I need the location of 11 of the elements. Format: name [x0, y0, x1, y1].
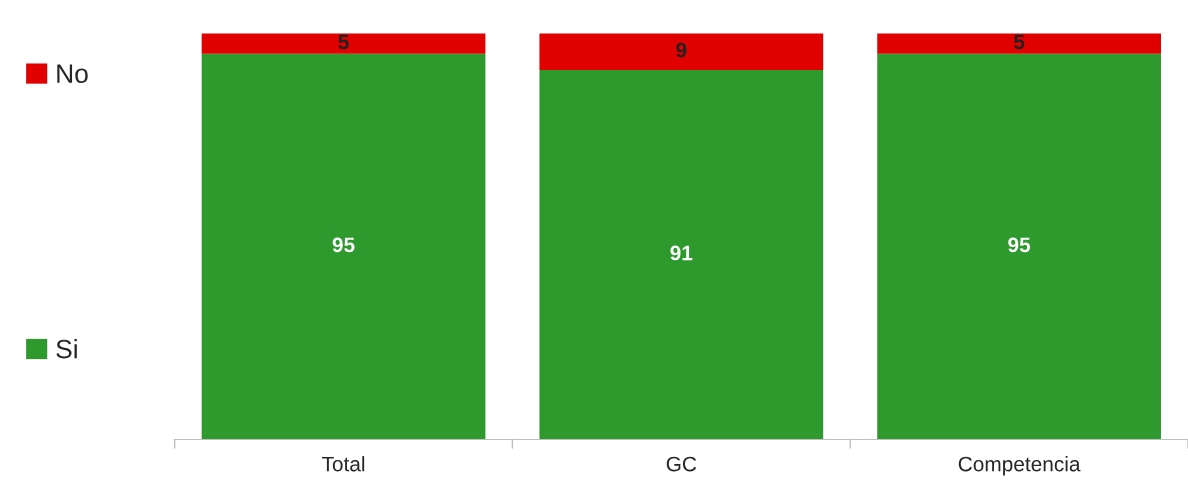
x-tick-label: GC: [666, 456, 697, 472]
x-tick-label: Competencia: [958, 456, 1081, 476]
data-label: 95: [332, 237, 355, 253]
data-label: 5: [338, 34, 349, 50]
data-label: 95: [1008, 237, 1031, 253]
data-label: 9: [676, 42, 687, 58]
x-tick-label: Total: [322, 456, 365, 472]
data-label: 91: [670, 245, 693, 261]
legend-label: Si: [56, 339, 77, 359]
data-label: 5: [1013, 34, 1025, 50]
legend-label: No: [57, 64, 88, 83]
